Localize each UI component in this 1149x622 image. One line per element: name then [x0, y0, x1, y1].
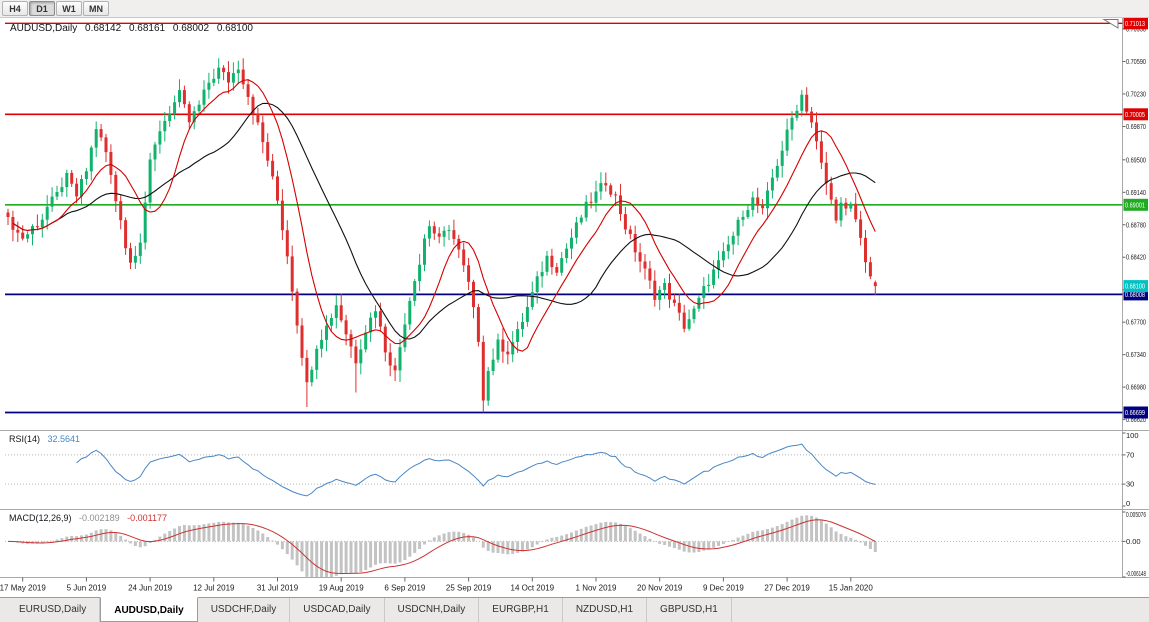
candlestick-series	[6, 58, 877, 413]
tab-bar: EURUSD,Daily AUDUSD,Daily USDCHF,Daily USDC…	[0, 597, 1149, 622]
svg-text:0.68100: 0.68100	[1125, 282, 1145, 291]
svg-text:25 Sep 2019: 25 Sep 2019	[446, 584, 492, 593]
timeframe-button-w1[interactable]: W1	[56, 1, 82, 16]
svg-text:0.67700: 0.67700	[1126, 318, 1146, 327]
svg-text:14 Oct 2019: 14 Oct 2019	[511, 584, 555, 593]
timeframe-button-h4[interactable]: H4	[2, 1, 28, 16]
svg-text:0.66980: 0.66980	[1126, 383, 1146, 392]
ma-fast-line	[12, 79, 876, 352]
svg-text:24 Jun 2019: 24 Jun 2019	[128, 584, 173, 593]
svg-text:0.71013: 0.71013	[1125, 19, 1145, 28]
svg-text:0.68420: 0.68420	[1126, 253, 1146, 262]
svg-text:0.69870: 0.69870	[1126, 122, 1146, 131]
svg-text:6 Sep 2019: 6 Sep 2019	[384, 584, 425, 593]
svg-text:70: 70	[1126, 450, 1134, 459]
chart-tab-nzdusd-h1[interactable]: NZDUSD,H1	[563, 598, 648, 622]
chart-tab-eurgbp-h1[interactable]: EURGBP,H1	[479, 598, 563, 622]
svg-text:30: 30	[1126, 480, 1134, 489]
macd-histogram	[11, 515, 877, 577]
svg-text:0.70005: 0.70005	[1125, 110, 1145, 119]
price-level-label: 0.70005	[1123, 108, 1148, 121]
svg-text:9 Dec 2019: 9 Dec 2019	[703, 584, 744, 593]
price-level-label: 0.69001	[1123, 198, 1148, 211]
svg-text:0.005076: 0.005076	[1126, 510, 1146, 519]
svg-text:0.70590: 0.70590	[1126, 57, 1146, 66]
svg-text:0.68008: 0.68008	[1125, 290, 1145, 299]
svg-text:5 Jun 2019: 5 Jun 2019	[67, 584, 107, 593]
chart-tab-usdcnh-daily[interactable]: USDCNH,Daily	[385, 598, 480, 622]
svg-text:0.68780: 0.68780	[1126, 220, 1146, 229]
svg-text:17 May 2019: 17 May 2019	[0, 584, 46, 593]
svg-text:-0.006148: -0.006148	[1126, 569, 1146, 578]
price-level-label: 0.71013	[1123, 17, 1148, 30]
toolbar: H4 D1 W1 MN	[0, 0, 1149, 18]
chart-tab-eurusd-daily[interactable]: EURUSD,Daily	[6, 598, 101, 622]
svg-text:12 Jul 2019: 12 Jul 2019	[193, 584, 235, 593]
date-axis	[22, 577, 852, 582]
chart-tab-gbpusd-h1[interactable]: GBPUSD,H1	[647, 598, 732, 622]
chart-tab-usdcad-daily[interactable]: USDCAD,Daily	[290, 598, 385, 622]
svg-text:0.66620: 0.66620	[1126, 415, 1146, 424]
svg-text:100: 100	[1126, 431, 1139, 440]
macd-signal-line	[7, 519, 876, 574]
svg-text:0.00: 0.00	[1126, 537, 1141, 546]
svg-text:0: 0	[1126, 499, 1130, 508]
rsi-line	[76, 443, 876, 497]
svg-text:0.70230: 0.70230	[1126, 89, 1146, 98]
svg-text:0.66699: 0.66699	[1125, 408, 1145, 417]
svg-text:19 Aug 2019: 19 Aug 2019	[319, 584, 364, 593]
ma-slow-line	[12, 102, 876, 340]
current-price-label: 0.68100	[1123, 280, 1148, 293]
svg-text:0.67340: 0.67340	[1126, 350, 1146, 359]
chart-tab-audusd-daily[interactable]: AUDUSD,Daily	[100, 597, 198, 622]
price-level-label: 0.66699	[1123, 406, 1148, 419]
svg-text:0.69500: 0.69500	[1126, 155, 1146, 164]
svg-text:20 Nov 2019: 20 Nov 2019	[637, 584, 683, 593]
timeframe-button-d1[interactable]: D1	[29, 1, 55, 16]
svg-text:0.69140: 0.69140	[1126, 188, 1146, 197]
svg-text:31 Jul 2019: 31 Jul 2019	[257, 584, 299, 593]
svg-text:27 Dec 2019: 27 Dec 2019	[764, 584, 810, 593]
timeframe-button-mn[interactable]: MN	[83, 1, 109, 16]
chart-shift-marker[interactable]	[1102, 19, 1119, 29]
svg-text:15 Jan 2020: 15 Jan 2020	[829, 584, 874, 593]
chart-tab-usdchf-daily[interactable]: USDCHF,Daily	[198, 598, 291, 622]
svg-text:0.69001: 0.69001	[1125, 200, 1145, 209]
svg-text:1 Nov 2019: 1 Nov 2019	[576, 584, 617, 593]
